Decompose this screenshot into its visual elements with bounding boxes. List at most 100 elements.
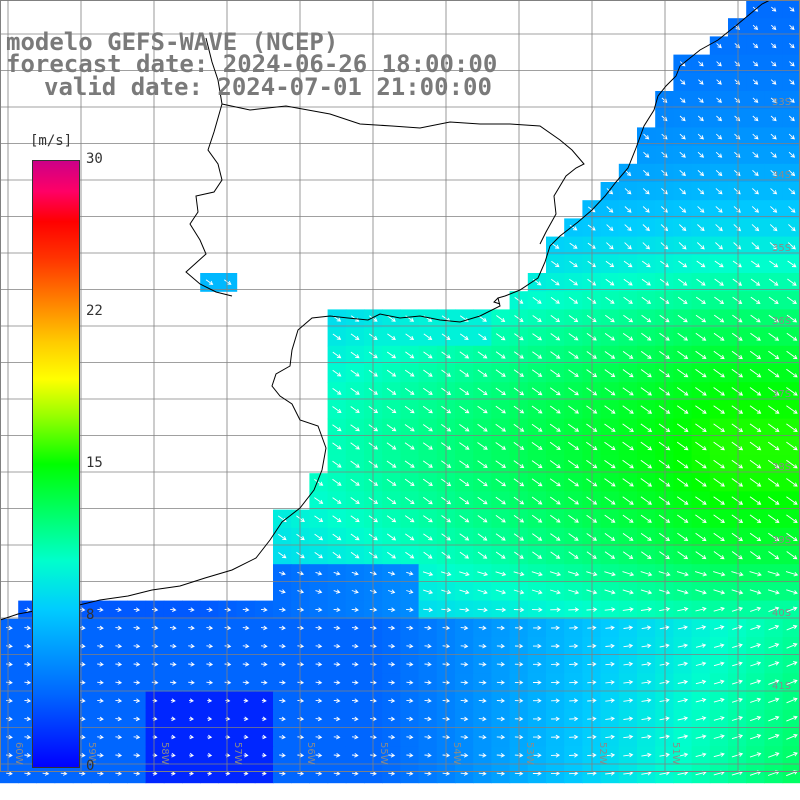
wind-arrow [623, 643, 634, 649]
wind-arrow [770, 206, 778, 213]
wind-arrow [770, 79, 777, 85]
wind-arrow [677, 589, 689, 595]
wind-arrow [97, 625, 104, 631]
wind-arrow [677, 350, 689, 360]
wind-arrow [604, 423, 616, 432]
wind-arrow [661, 115, 668, 122]
wind-arrow [641, 643, 652, 649]
wind-arrow [315, 753, 323, 758]
wind-arrow [115, 716, 123, 722]
wind-arrow [350, 387, 360, 395]
wind-arrow [151, 625, 159, 631]
wind-arrow [568, 333, 579, 341]
wind-arrow [750, 606, 762, 612]
wind-arrow [749, 752, 762, 758]
wind-arrow [768, 752, 780, 758]
wind-arrow [623, 314, 634, 323]
wind-arrow [24, 753, 32, 758]
wind-arrow [477, 551, 488, 559]
wind-arrow [695, 606, 707, 612]
wind-arrow [568, 589, 580, 595]
wind-arrow [97, 698, 104, 704]
wind-arrow [697, 169, 705, 177]
wind-arrow [715, 242, 724, 250]
wind-arrow [279, 607, 286, 613]
wind-arrow [568, 607, 580, 612]
wind-arrow [749, 387, 762, 396]
wind-arrow [332, 515, 342, 523]
wind-arrow [731, 589, 744, 595]
wind-arrow [351, 625, 359, 631]
wind-arrow [242, 680, 250, 685]
wind-cell [782, 254, 800, 274]
wind-arrow [604, 478, 616, 487]
latitude-label: 39S [772, 535, 791, 546]
wind-arrow [568, 369, 579, 378]
wind-arrow [679, 206, 687, 213]
wind-arrows [6, 6, 799, 777]
wind-arrow [768, 697, 780, 704]
wind-arrow [786, 332, 798, 341]
wind-arrow [732, 296, 743, 305]
wind-arrow [424, 625, 432, 631]
wind-arrow [787, 242, 796, 250]
wind-arrow [768, 350, 780, 360]
wind-arrow [406, 680, 414, 685]
latitude-label: 36S [772, 316, 791, 327]
wind-arrow [459, 387, 470, 396]
wind-arrow [550, 514, 561, 523]
wind-arrow [659, 332, 670, 341]
wind-arrow [532, 333, 543, 341]
wind-arrow [586, 441, 598, 451]
wind-arrow [716, 97, 722, 103]
wind-arrow [641, 278, 651, 286]
wind-arrow [768, 314, 779, 323]
wind-arrow [677, 752, 689, 758]
wind-arrow [496, 315, 506, 323]
wind-arrow [189, 698, 194, 703]
wind-arrow [622, 333, 634, 341]
wind-arrow [496, 662, 505, 667]
wind-arrow [716, 115, 723, 122]
wind-cell [782, 127, 800, 147]
wind-cell [782, 54, 800, 74]
wind-arrow [388, 625, 396, 631]
wind-arrow [551, 698, 560, 703]
wind-arrow [695, 643, 707, 648]
wind-arrow [79, 607, 86, 613]
wind-arrow [770, 188, 778, 195]
wind-arrow [732, 314, 743, 323]
wind-arrow [405, 351, 415, 359]
wind-arrow [189, 771, 194, 776]
wind-arrow [495, 351, 506, 359]
latitude-label: 33S [772, 97, 791, 108]
wind-cell [782, 0, 800, 19]
wind-arrow [24, 734, 32, 740]
wind-arrow [314, 497, 324, 504]
wind-arrow [459, 424, 470, 432]
wind-arrow [586, 607, 598, 612]
wind-arrow [749, 405, 762, 414]
wind-arrow [97, 662, 104, 667]
wind-arrow [640, 514, 652, 523]
wind-arrow [640, 533, 652, 541]
wind-arrow [477, 369, 488, 377]
wind-arrow [623, 716, 634, 721]
wind-arrow [658, 514, 671, 523]
wind-arrow [188, 607, 195, 613]
wind-arrow [677, 532, 689, 542]
wind-arrow [115, 698, 123, 704]
wind-arrow [640, 478, 653, 487]
forecast-date: forecast date: 2024-06-26 18:00:00 [6, 50, 498, 78]
wind-arrow [659, 606, 671, 612]
wind-arrow [531, 442, 543, 450]
wind-arrow [6, 771, 13, 776]
wind-arrow [388, 753, 396, 758]
wind-arrow [495, 442, 507, 450]
wind-arrow [531, 571, 543, 577]
wind-arrow [225, 771, 231, 776]
wind-arrow [404, 515, 415, 523]
wind-arrow [679, 151, 686, 158]
wind-arrow [477, 478, 488, 487]
